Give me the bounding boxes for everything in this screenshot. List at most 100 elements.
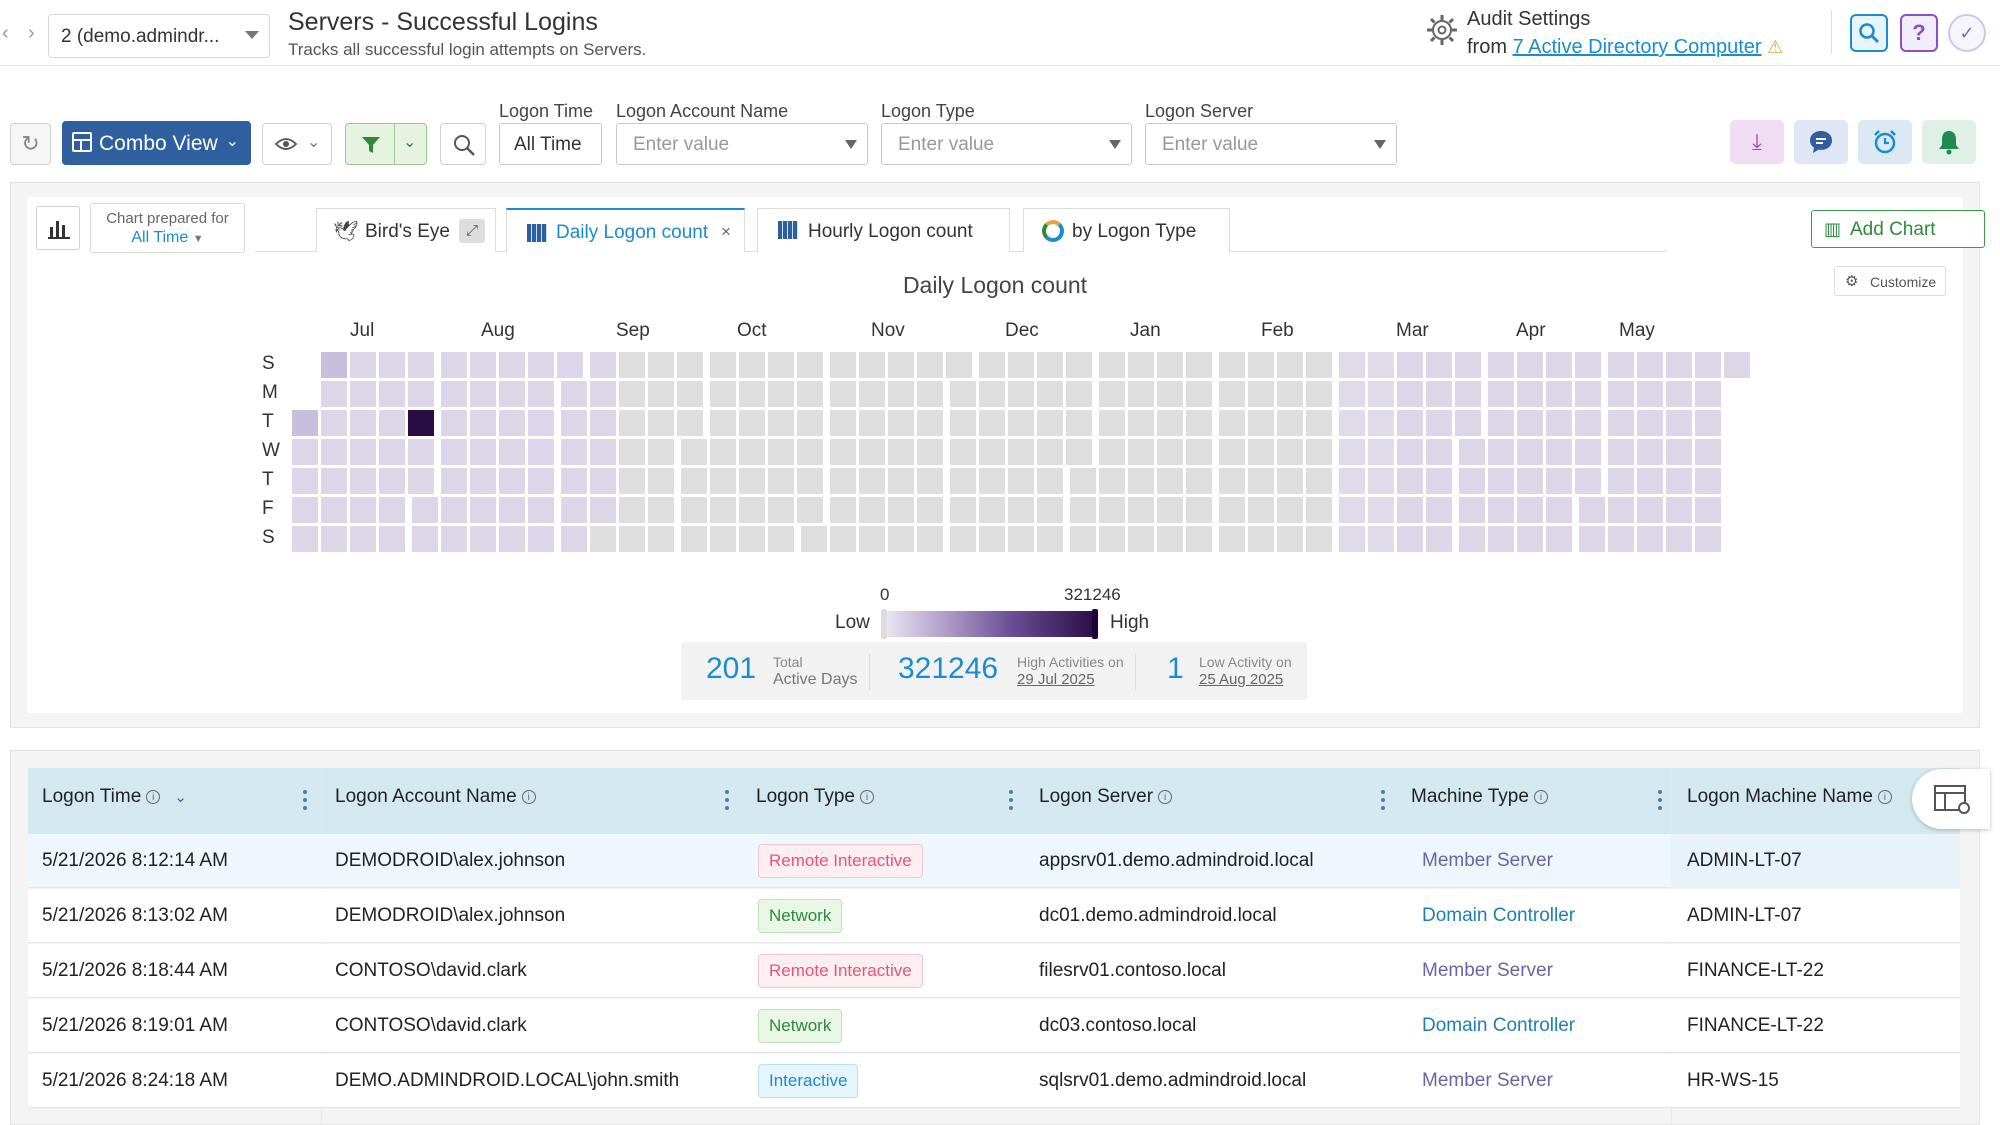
heatmap-cell[interactable] xyxy=(1517,468,1543,494)
heatmap-cell[interactable] xyxy=(441,439,467,465)
heatmap-cell[interactable] xyxy=(1157,526,1183,552)
heatmap-cell[interactable] xyxy=(1459,439,1485,465)
customize-button[interactable]: ⚙ Customize xyxy=(1834,266,1946,296)
heatmap-cell[interactable] xyxy=(710,497,736,523)
heatmap-cell[interactable] xyxy=(830,468,856,494)
heatmap-cell[interactable] xyxy=(1128,526,1154,552)
heatmap-cell[interactable] xyxy=(1368,439,1394,465)
heatmap-cell[interactable] xyxy=(1306,381,1332,407)
heatmap-cell[interactable] xyxy=(590,381,616,407)
heatmap-cell[interactable] xyxy=(739,439,765,465)
heatmap-cell[interactable] xyxy=(859,439,885,465)
heatmap-cell[interactable] xyxy=(830,352,856,378)
heatmap-cell[interactable] xyxy=(350,381,376,407)
heatmap-cell[interactable] xyxy=(619,497,645,523)
heatmap-cell[interactable] xyxy=(797,410,823,436)
heatmap-cell[interactable] xyxy=(1695,439,1721,465)
heatmap-cell[interactable] xyxy=(1608,381,1634,407)
heatmap-cell[interactable] xyxy=(1306,439,1332,465)
heatmap-cell[interactable] xyxy=(648,526,674,552)
heatmap-cell[interactable] xyxy=(1426,468,1452,494)
heatmap-cell[interactable] xyxy=(1488,410,1514,436)
heatmap-cell[interactable] xyxy=(1517,381,1543,407)
column-menu-icon[interactable] xyxy=(725,790,729,810)
heatmap-cell[interactable] xyxy=(350,410,376,436)
table-row[interactable]: 5/21/2026 8:19:01 AM CONTOSO\david.clark N… xyxy=(28,999,1960,1053)
heatmap-cell[interactable] xyxy=(528,410,554,436)
legend-min-handle[interactable] xyxy=(881,609,887,639)
heatmap-cell[interactable] xyxy=(1426,381,1452,407)
heatmap-cell[interactable] xyxy=(677,352,703,378)
heatmap-cell[interactable] xyxy=(408,352,434,378)
heatmap-cell[interactable] xyxy=(950,468,976,494)
heatmap-cell[interactable] xyxy=(292,410,318,436)
heatmap-cell[interactable] xyxy=(1488,497,1514,523)
quick-search-button[interactable] xyxy=(440,123,486,165)
heatmap-cell[interactable] xyxy=(830,439,856,465)
heatmap-cell[interactable] xyxy=(1579,497,1605,523)
heatmap-cell[interactable] xyxy=(1128,497,1154,523)
heatmap-cell[interactable] xyxy=(412,497,438,523)
heatmap-cell[interactable] xyxy=(830,526,856,552)
heatmap-cell[interactable] xyxy=(950,497,976,523)
heatmap-cell[interactable] xyxy=(379,439,405,465)
heatmap-cell[interactable] xyxy=(1546,468,1572,494)
heatmap-cell[interactable] xyxy=(1099,352,1125,378)
heatmap-cell[interactable] xyxy=(1066,410,1092,436)
heatmap-cell[interactable] xyxy=(1339,410,1365,436)
heatmap-cell[interactable] xyxy=(1008,497,1034,523)
column-header-account[interactable]: Logon Account Name i xyxy=(335,786,536,808)
heatmap-cell[interactable] xyxy=(1488,468,1514,494)
heatmap-cell[interactable] xyxy=(917,439,943,465)
heatmap-cell[interactable] xyxy=(1128,381,1154,407)
heatmap-cell[interactable] xyxy=(499,381,525,407)
heatmap-cell[interactable] xyxy=(1339,526,1365,552)
heatmap-cell[interactable] xyxy=(1397,497,1423,523)
combo-view-button[interactable]: Combo View ⌄ xyxy=(62,121,251,165)
heatmap-cell[interactable] xyxy=(1488,526,1514,552)
heatmap-cell[interactable] xyxy=(1037,381,1063,407)
heatmap-cell[interactable] xyxy=(619,468,645,494)
heatmap-cell[interactable] xyxy=(1397,410,1423,436)
heatmap-cell[interactable] xyxy=(859,352,885,378)
column-header-logon-type[interactable]: Logon Type i xyxy=(756,786,874,808)
heatmap-cell[interactable] xyxy=(1248,468,1274,494)
heatmap-cell[interactable] xyxy=(710,410,736,436)
heatmap-cell[interactable] xyxy=(441,381,467,407)
heatmap-cell[interactable] xyxy=(1455,381,1481,407)
heatmap-cell[interactable] xyxy=(1426,497,1452,523)
heatmap-cell[interactable] xyxy=(1368,526,1394,552)
heatmap-cell[interactable] xyxy=(350,526,376,552)
heatmap-cell[interactable] xyxy=(1219,468,1245,494)
heatmap-cell[interactable] xyxy=(470,439,496,465)
heatmap-cell[interactable] xyxy=(1037,439,1063,465)
chart-toggle-button[interactable] xyxy=(36,206,80,250)
heatmap-cell[interactable] xyxy=(441,497,467,523)
heatmap-cell[interactable] xyxy=(499,410,525,436)
heatmap-cell[interactable] xyxy=(1248,410,1274,436)
heatmap-cell[interactable] xyxy=(1277,410,1303,436)
heatmap-cell[interactable] xyxy=(739,468,765,494)
heatmap-cell[interactable] xyxy=(648,468,674,494)
heatmap-cell[interactable] xyxy=(830,381,856,407)
heatmap-cell[interactable] xyxy=(1637,468,1663,494)
heatmap-cell[interactable] xyxy=(1368,352,1394,378)
heatmap-cell[interactable] xyxy=(379,526,405,552)
heatmap-cell[interactable] xyxy=(1186,410,1212,436)
heatmap-cell[interactable] xyxy=(710,468,736,494)
heatmap-cell[interactable] xyxy=(1666,410,1692,436)
heatmap-cell[interactable] xyxy=(979,526,1005,552)
heatmap-cell[interactable] xyxy=(888,439,914,465)
sort-down-icon[interactable]: ⌄ xyxy=(174,789,187,806)
forward-arrow-icon[interactable]: › xyxy=(28,22,35,44)
heatmap-cell[interactable] xyxy=(1459,497,1485,523)
alert-button[interactable] xyxy=(1922,120,1976,164)
heatmap-cell[interactable] xyxy=(1277,468,1303,494)
heatmap-cell[interactable] xyxy=(1099,439,1125,465)
heatmap-cell[interactable] xyxy=(1128,468,1154,494)
heatmap-cell[interactable] xyxy=(1546,352,1572,378)
heatmap-cell[interactable] xyxy=(619,381,645,407)
heatmap-cell[interactable] xyxy=(1277,381,1303,407)
heatmap-cell[interactable] xyxy=(739,410,765,436)
heatmap-cell[interactable] xyxy=(1099,381,1125,407)
